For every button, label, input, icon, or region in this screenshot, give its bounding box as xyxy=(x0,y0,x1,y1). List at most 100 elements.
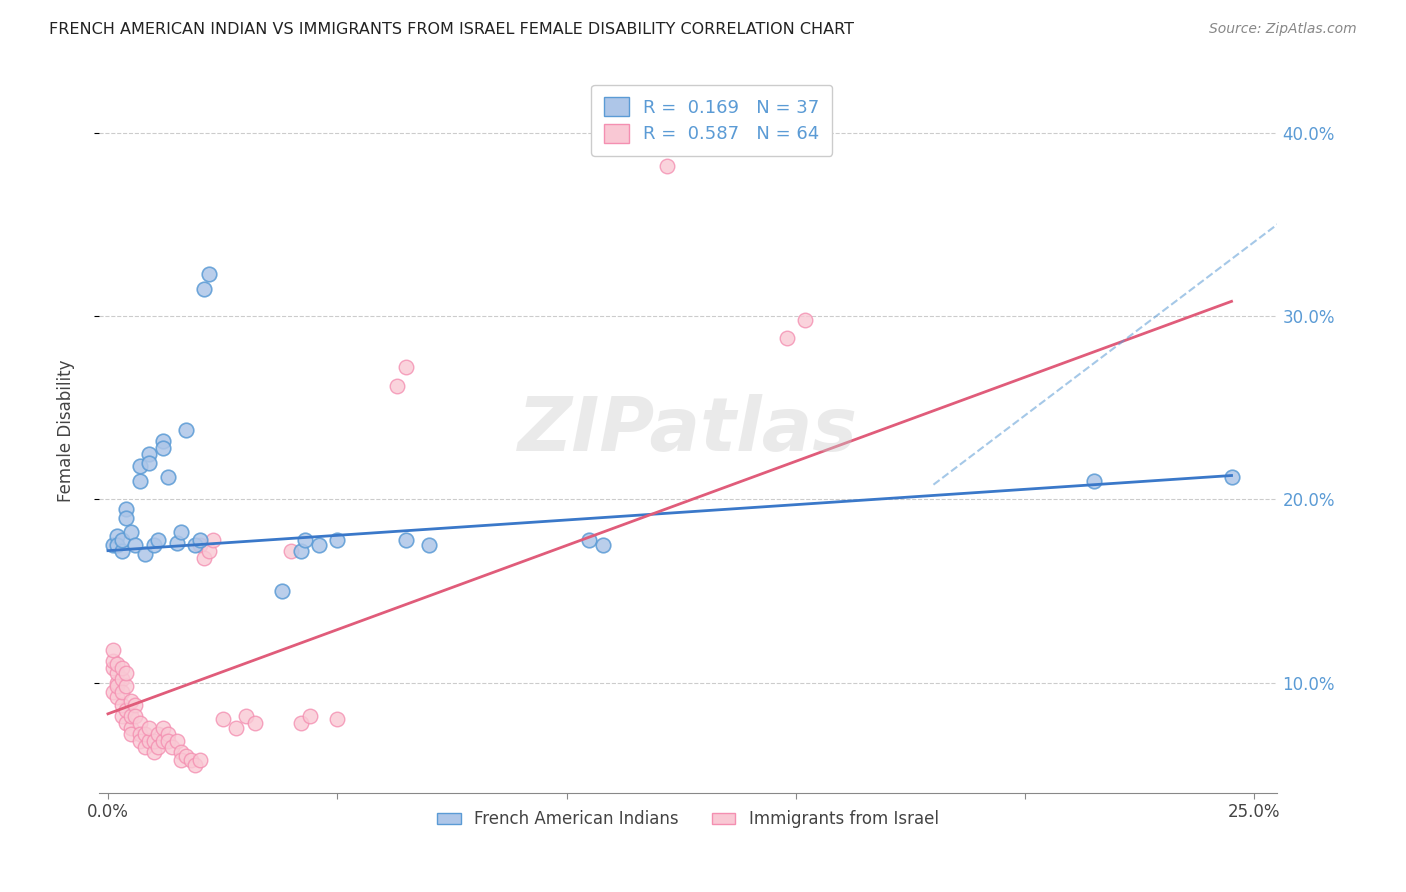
Point xyxy=(160,739,183,754)
Point xyxy=(105,529,128,543)
Point xyxy=(129,734,152,748)
Point xyxy=(592,538,614,552)
Point xyxy=(138,446,160,460)
Point xyxy=(129,727,152,741)
Point xyxy=(179,753,201,767)
Point xyxy=(395,533,418,547)
Point xyxy=(308,538,330,552)
Point xyxy=(418,538,440,552)
Point xyxy=(294,533,316,547)
Point xyxy=(111,672,134,686)
Point xyxy=(166,734,188,748)
Point xyxy=(105,666,128,681)
Point xyxy=(120,722,142,736)
Y-axis label: Female Disability: Female Disability xyxy=(58,359,75,502)
Point xyxy=(211,712,233,726)
Point xyxy=(138,722,160,736)
Point xyxy=(193,551,215,566)
Point xyxy=(198,267,221,281)
Point xyxy=(148,533,170,547)
Point xyxy=(124,708,146,723)
Point xyxy=(142,538,165,552)
Point xyxy=(115,716,138,731)
Point xyxy=(174,749,197,764)
Point xyxy=(105,657,128,672)
Point xyxy=(111,708,134,723)
Point xyxy=(115,679,138,693)
Point xyxy=(134,547,156,561)
Point xyxy=(101,685,124,699)
Point xyxy=(578,533,600,547)
Point xyxy=(138,456,160,470)
Point xyxy=(101,654,124,668)
Point xyxy=(129,459,152,474)
Point xyxy=(101,642,124,657)
Point xyxy=(225,722,247,736)
Point xyxy=(1220,470,1243,484)
Point xyxy=(657,159,679,173)
Text: FRENCH AMERICAN INDIAN VS IMMIGRANTS FROM ISRAEL FEMALE DISABILITY CORRELATION C: FRENCH AMERICAN INDIAN VS IMMIGRANTS FRO… xyxy=(49,22,855,37)
Point xyxy=(111,661,134,675)
Point xyxy=(193,281,215,295)
Point xyxy=(111,533,134,547)
Point xyxy=(298,708,321,723)
Point xyxy=(115,703,138,717)
Point xyxy=(115,666,138,681)
Point xyxy=(174,423,197,437)
Point xyxy=(395,360,418,375)
Point xyxy=(776,331,799,345)
Point xyxy=(129,474,152,488)
Point xyxy=(105,675,128,690)
Point xyxy=(794,312,817,326)
Point xyxy=(170,525,193,540)
Point xyxy=(156,470,179,484)
Point xyxy=(188,538,211,552)
Point xyxy=(134,727,156,741)
Point xyxy=(152,722,174,736)
Point xyxy=(1083,474,1105,488)
Point xyxy=(202,533,225,547)
Point xyxy=(152,434,174,448)
Point xyxy=(198,543,221,558)
Point xyxy=(188,753,211,767)
Point xyxy=(271,584,294,599)
Point xyxy=(115,501,138,516)
Point xyxy=(101,538,124,552)
Point xyxy=(105,679,128,693)
Point xyxy=(134,739,156,754)
Point xyxy=(105,690,128,705)
Point xyxy=(188,533,211,547)
Text: Source: ZipAtlas.com: Source: ZipAtlas.com xyxy=(1209,22,1357,37)
Point xyxy=(156,734,179,748)
Point xyxy=(156,727,179,741)
Point xyxy=(111,685,134,699)
Point xyxy=(290,716,312,731)
Point xyxy=(184,538,207,552)
Point xyxy=(235,708,257,723)
Point xyxy=(280,543,302,558)
Point xyxy=(142,734,165,748)
Point xyxy=(115,510,138,524)
Point xyxy=(124,538,146,552)
Point xyxy=(326,533,349,547)
Point xyxy=(290,543,312,558)
Point xyxy=(243,716,266,731)
Point xyxy=(170,745,193,759)
Text: ZIPatlas: ZIPatlas xyxy=(517,394,858,467)
Point xyxy=(166,536,188,550)
Point xyxy=(152,441,174,455)
Point xyxy=(111,698,134,712)
Point xyxy=(385,378,408,392)
Point xyxy=(138,734,160,748)
Point xyxy=(142,745,165,759)
Point xyxy=(105,538,128,552)
Point xyxy=(184,758,207,772)
Point xyxy=(120,727,142,741)
Point xyxy=(148,739,170,754)
Point xyxy=(120,694,142,708)
Point xyxy=(152,734,174,748)
Point xyxy=(120,708,142,723)
Point xyxy=(101,661,124,675)
Point xyxy=(111,543,134,558)
Point xyxy=(170,753,193,767)
